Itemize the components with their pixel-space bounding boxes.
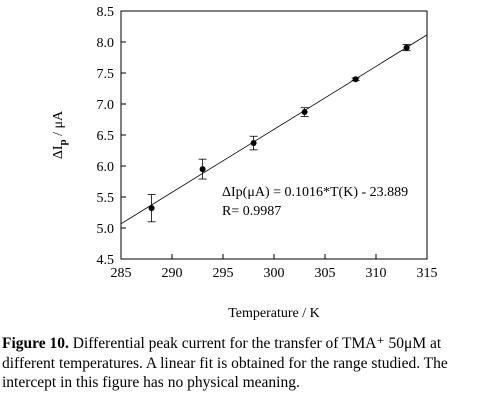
y-tick-label: 8.0 [97, 36, 115, 51]
x-axis: 285 290 295 300 305 310 315 [111, 254, 438, 281]
data-point [352, 76, 359, 83]
y-axis-title-unit: / μA [51, 110, 66, 139]
fit-line [120, 34, 428, 225]
data-point [250, 140, 257, 147]
y-tick-label: 6.0 [97, 160, 115, 175]
data-point [403, 44, 410, 51]
x-tick-label: 310 [366, 266, 387, 281]
x-tick-label: 285 [111, 266, 132, 281]
data-points [147, 44, 411, 223]
y-axis-title-main: ΔI [51, 145, 66, 159]
y-tick-label: 7.5 [97, 67, 115, 82]
y-tick-label: 4.5 [97, 253, 115, 268]
plot-area [120, 10, 428, 260]
figure-caption: Figure 10. Differential peak current for… [2, 334, 488, 393]
x-tick-label: 315 [417, 266, 438, 281]
fit-r-value: R= 0.9987 [222, 204, 281, 219]
y-tick-label: 7.0 [97, 98, 115, 113]
fit-equation: ΔIp(μA) = 0.1016*T(K) - 23.889 [222, 185, 408, 200]
y-tick-label: 6.5 [97, 129, 115, 144]
x-tick-label: 295 [213, 266, 234, 281]
data-point [301, 109, 308, 116]
y-tick-label: 5.5 [97, 191, 115, 206]
data-point [148, 205, 155, 212]
y-axis-title: ΔIp / μA [51, 110, 69, 159]
x-axis-title: Temperature / K [228, 306, 320, 321]
caption-label: Figure 10. [2, 335, 69, 352]
data-point [199, 166, 206, 173]
x-tick-label: 290 [162, 266, 183, 281]
y-tick-label: 8.5 [97, 5, 115, 20]
y-tick-label: 5.0 [97, 222, 115, 237]
x-tick-label: 305 [315, 266, 336, 281]
y-axis: 4.5 5.0 5.5 6.0 6.5 7.0 7.5 8.0 8.5 [97, 5, 126, 268]
chart: 285 290 295 300 305 310 315 4.5 5.0 5.5 6.0 6.5 7.0… [51, 5, 438, 321]
y-axis-title-sub: p [57, 139, 69, 145]
x-tick-label: 300 [264, 266, 285, 281]
caption-text: Differential peak current for the transf… [2, 335, 448, 391]
